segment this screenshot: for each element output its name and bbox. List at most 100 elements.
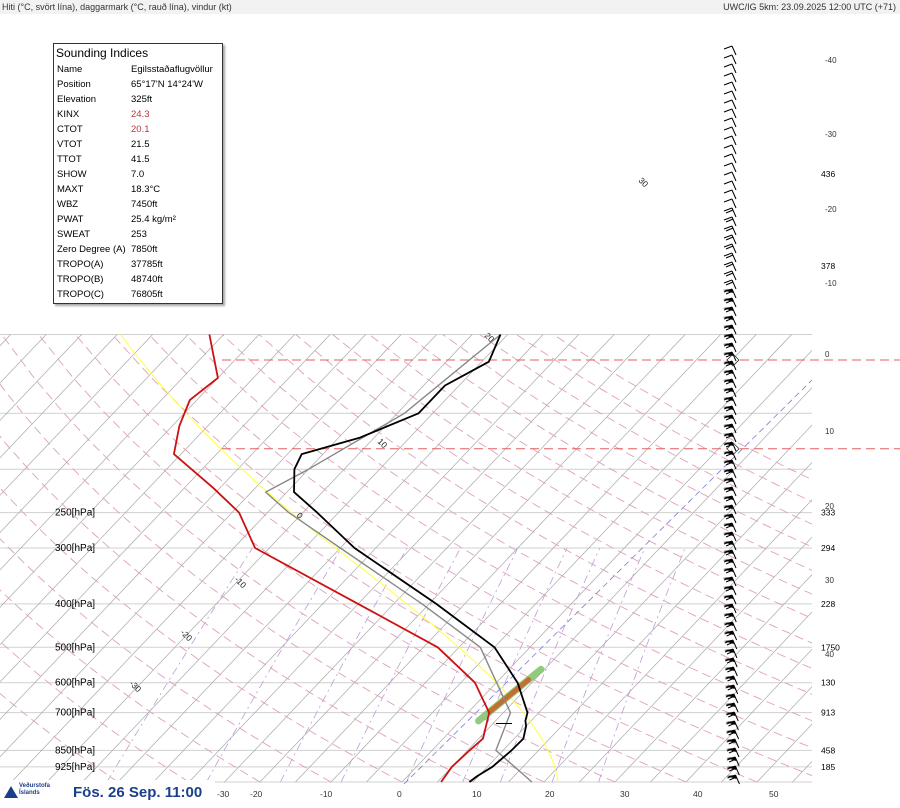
wind-barb-feather (723, 189, 733, 194)
wind-barb-staff (731, 279, 737, 290)
wind-barb-pennant (723, 289, 733, 293)
wind-barb-feather (725, 236, 734, 241)
temp-scale-label: 0 (825, 350, 830, 359)
isotherm-label: 20 (483, 330, 497, 344)
wind-barb-staff (731, 126, 737, 137)
pressure-label: 300[hPa] (55, 543, 95, 554)
isotherm-line (472, 424, 812, 783)
wind-barb-staff (732, 639, 738, 650)
background-lines (0, 334, 900, 784)
wind-barb-pennant (723, 460, 733, 464)
wind-barb-pennant (723, 496, 733, 500)
wind-barb-feather (723, 198, 733, 203)
wind-barb-pennant (723, 298, 733, 302)
wind-barb-staff (733, 702, 739, 713)
wind-barb-staff (731, 351, 737, 362)
wind-barb-staff (731, 270, 737, 281)
wind-barb-staff (731, 81, 737, 92)
valid-time[interactable]: Fös. 26 Sep. 11:00 (73, 784, 203, 801)
wind-barbs (723, 45, 740, 785)
wind-barb-staff (731, 180, 737, 191)
tropopause-marker-icon (726, 353, 740, 367)
dry-adiabat (258, 334, 812, 669)
isotherm-line (401, 349, 812, 783)
mixing-ratio-line (551, 547, 646, 783)
wind-barb-feather (723, 99, 733, 104)
isotherm-line (0, 334, 189, 534)
index-value: 76805ft (131, 289, 163, 300)
wind-barb-feather (723, 117, 733, 122)
indices-row: TROPO(B) 48740ft (57, 272, 213, 287)
dewpoint-line (173, 334, 491, 783)
wind-barb-staff (731, 594, 737, 605)
wind-barb-staff (731, 621, 737, 632)
isotherm-line (543, 499, 812, 783)
wind-barb-staff (731, 504, 737, 515)
isotherm-line (46, 334, 473, 783)
temp-scale-label: -40 (825, 56, 837, 65)
isotherm-line (828, 335, 900, 783)
wind-barb-feather (723, 234, 733, 239)
dry-adiabat (221, 334, 812, 695)
mixing-ratio-line (106, 547, 253, 783)
wind-barb-pennant (724, 685, 735, 689)
wind-barb-staff (732, 648, 738, 659)
wind-barb-pennant (723, 406, 733, 410)
wind-barb-pennant (723, 370, 733, 374)
wind-barb-staff (734, 738, 740, 749)
wind-barb-feather (723, 162, 733, 167)
index-value: Egilsstaðaflugvöllur (131, 64, 213, 75)
wind-barb-staff (731, 558, 737, 569)
wind-barb-pennant (723, 649, 734, 653)
wind-barb-staff (731, 414, 737, 425)
index-name: Zero Degree (A) (57, 244, 126, 255)
wind-barb-staff (731, 378, 737, 389)
index-value: 37785ft (131, 259, 163, 270)
index-name: CTOT (57, 124, 83, 135)
wind-barb-staff (731, 459, 737, 470)
dry-adiabat (516, 334, 812, 503)
wind-barb-feather (725, 209, 734, 214)
height-label: 130 (821, 678, 835, 688)
wind-barb-staff (731, 144, 737, 155)
indices-row: KINX 24.3 (57, 107, 213, 122)
wind-barb-staff (731, 396, 737, 407)
x-tick-label: 40 (693, 789, 703, 799)
index-name: Position (57, 79, 91, 90)
temp-scale-label: -10 (825, 279, 837, 288)
mixing-ratio-line (598, 547, 686, 783)
index-value: 48740ft (131, 274, 163, 285)
wind-barb-pennant (723, 478, 733, 482)
logo-line-2: Íslands (19, 790, 40, 796)
index-name: TROPO(A) (57, 259, 104, 270)
wind-barb-pennant (723, 523, 733, 527)
index-name: TTOT (57, 154, 82, 165)
isotherm-label: 0 (295, 510, 306, 521)
wind-barb-staff (731, 72, 737, 83)
wind-barb-staff (731, 423, 737, 434)
lifting-guide-line (403, 379, 812, 784)
indices-row: Name Egilsstaðaflugvöllur (57, 62, 213, 77)
dry-adiabat (0, 589, 261, 783)
pressure-label: 250[hPa] (55, 508, 95, 519)
wind-barb-feather (723, 72, 733, 77)
wind-barb-pennant (724, 658, 735, 662)
x-tick-label: -30 (217, 789, 230, 799)
wind-barb-staff (734, 765, 740, 776)
indices-title: Sounding Indices (56, 46, 149, 60)
index-name: TROPO(B) (57, 274, 104, 285)
wind-barb-pennant (723, 424, 733, 428)
wind-barb-staff (734, 729, 740, 740)
index-name: Elevation (57, 94, 97, 105)
wind-barb-feather (725, 272, 734, 277)
wind-barb-pennant (723, 307, 733, 311)
pressure-label: 850[hPa] (55, 745, 95, 756)
indices-row: TROPO(C) 76805ft (57, 287, 213, 302)
wind-barb-staff (731, 315, 737, 326)
wind-barb-staff (731, 117, 737, 128)
dry-adiabat (442, 334, 812, 548)
dry-adiabat (148, 334, 812, 749)
index-value: 24.3 (131, 109, 150, 120)
wind-barb-staff (733, 720, 739, 731)
wind-barb-staff (731, 369, 737, 380)
